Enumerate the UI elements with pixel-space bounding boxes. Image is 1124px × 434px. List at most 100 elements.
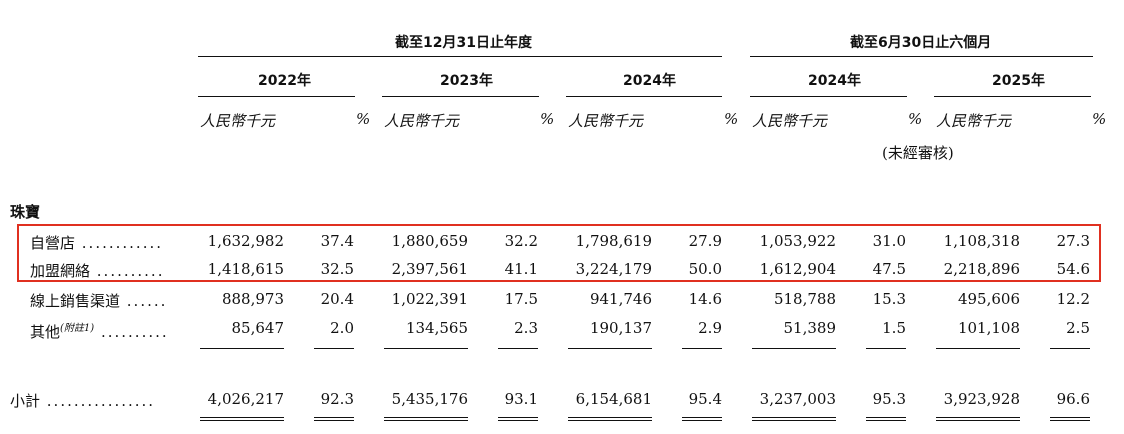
rule-above-subtotal-2 (384, 348, 468, 349)
table-row-3-cell-2: 134,565 (405, 319, 468, 337)
rule-below-subtotal-0-0 (200, 417, 284, 418)
table-row-3-label-text: 其他 (30, 323, 61, 341)
rule-below-subtotal-3-0 (498, 417, 538, 418)
rule-below-subtotal-1-0 (314, 417, 354, 418)
table-row-2-cell-6: 518,788 (773, 290, 836, 308)
year-rule-2025-h1 (934, 96, 1091, 97)
table-row-1-cell-9: 54.6 (1056, 260, 1090, 278)
rule-below-subtotal-2-1 (384, 420, 468, 421)
rule-above-subtotal-4 (568, 348, 652, 349)
table-row-2-label: 線上銷售渠道 ...... (30, 290, 167, 311)
rule-above-subtotal-6 (752, 348, 836, 349)
unit-pct-2024-h1: % (908, 110, 923, 128)
highlight-box (17, 224, 1101, 282)
table-row-2-cell-8: 495,606 (957, 290, 1020, 308)
table-row-0-leader-dots: ............ (75, 234, 164, 252)
rule-above-subtotal-3 (498, 348, 538, 349)
rule-below-subtotal-6-0 (752, 417, 836, 418)
table-row-1-label: 加盟網絡 .......... (30, 260, 164, 281)
table-row-2-cell-5: 14.6 (688, 290, 722, 308)
subtotal-row-cell-3: 93.1 (504, 390, 538, 408)
table-row-3-cell-0: 85,647 (231, 319, 285, 337)
rule-below-subtotal-5-1 (682, 420, 722, 421)
rule-below-subtotal-3-1 (498, 420, 538, 421)
table-row-3-note: (附註1) (60, 323, 95, 334)
rule-above-subtotal-8 (936, 348, 1020, 349)
unit-pct-2023: % (540, 110, 555, 128)
subtotal-row-cell-6: 3,237,003 (759, 390, 836, 408)
table-row-2-cell-0: 888,973 (221, 290, 284, 308)
rule-above-subtotal-9 (1050, 348, 1090, 349)
rule-above-subtotal-5 (682, 348, 722, 349)
rule-below-subtotal-7-1 (866, 420, 906, 421)
table-row-2-cell-7: 15.3 (872, 290, 906, 308)
table-row-3-cell-1: 2.0 (330, 319, 354, 337)
subtotal-row-cell-9: 96.6 (1056, 390, 1090, 408)
table-row-3-cell-4: 190,137 (589, 319, 652, 337)
subtotal-row-label: 小計 ................ (10, 390, 155, 411)
rule-below-subtotal-9-1 (1050, 420, 1090, 421)
year-rule-2024-h1 (750, 96, 907, 97)
table-row-1-cell-6: 1,612,904 (759, 260, 836, 278)
rule-below-subtotal-5-0 (682, 417, 722, 418)
table-row-0-cell-8: 1,108,318 (943, 232, 1020, 250)
subtotal-row-cell-8: 3,923,928 (943, 390, 1020, 408)
unit-pct-2025-h1: % (1092, 110, 1107, 128)
table-row-1-label-text: 加盟網絡 (30, 262, 91, 280)
year-rule-2022 (198, 96, 355, 97)
table-row-1-cell-7: 47.5 (872, 260, 906, 278)
rule-above-subtotal-7 (866, 348, 906, 349)
table-row-0-cell-1: 37.4 (320, 232, 354, 250)
subtotal-row-leader-dots: ................ (40, 392, 156, 410)
unit-rmb-2022: 人民幣千元 (200, 112, 276, 130)
table-row-1-leader-dots: .......... (90, 262, 165, 280)
unit-rmb-2024-h1: 人民幣千元 (752, 112, 828, 130)
table-row-2-cell-9: 12.2 (1056, 290, 1090, 308)
unit-rmb-2023: 人民幣千元 (384, 112, 460, 130)
unit-rmb-2025-h1: 人民幣千元 (936, 112, 1012, 130)
table-row-2-cell-4: 941,746 (589, 290, 652, 308)
subtotal-row-cell-1: 92.3 (320, 390, 354, 408)
table-row-2-cell-1: 20.4 (320, 290, 354, 308)
table-row-2-label-text: 線上銷售渠道 (30, 292, 121, 310)
table-row-2-cell-3: 17.5 (504, 290, 538, 308)
year-rule-2023 (382, 96, 539, 97)
section-title-jewelry: 珠寶 (10, 203, 41, 221)
table-row-0-cell-6: 1,053,922 (759, 232, 836, 250)
table-row-1-cell-0: 1,418,615 (207, 260, 284, 278)
rule-below-subtotal-9-0 (1050, 417, 1090, 418)
year-header-2025-h1: 2025年 (992, 73, 1045, 89)
table-row-1-cell-1: 32.5 (320, 260, 354, 278)
table-row-3-label: 其他(附註1) .......... (30, 319, 169, 342)
year-rule-2024 (566, 96, 722, 97)
rule-below-subtotal-7-0 (866, 417, 906, 418)
header-group-fiscal-year: 截至12月31日止年度 (395, 35, 532, 51)
table-row-1-cell-2: 2,397,561 (391, 260, 468, 278)
table-row-0-cell-5: 27.9 (688, 232, 722, 250)
table-row-1-cell-4: 3,224,179 (575, 260, 652, 278)
header-group-fiscal-year-rule (198, 56, 722, 57)
rule-below-subtotal-0-1 (200, 420, 284, 421)
subtotal-row-cell-7: 95.3 (872, 390, 906, 408)
table-row-3-cell-8: 101,108 (957, 319, 1020, 337)
year-header-2022: 2022年 (258, 73, 311, 89)
table-row-0-cell-0: 1,632,982 (207, 232, 284, 250)
table-row-0-cell-9: 27.3 (1056, 232, 1090, 250)
table-row-3-cell-9: 2.5 (1066, 319, 1090, 337)
table-row-0-cell-3: 32.2 (504, 232, 538, 250)
year-header-2023: 2023年 (440, 73, 493, 89)
year-header-2024-h1: 2024年 (808, 73, 861, 89)
rule-below-subtotal-8-1 (936, 420, 1020, 421)
rule-below-subtotal-2-0 (384, 417, 468, 418)
subtotal-row-label-text: 小計 (10, 392, 41, 410)
rule-above-subtotal-1 (314, 348, 354, 349)
subtotal-row-cell-0: 4,026,217 (207, 390, 284, 408)
table-row-3-cell-5: 2.9 (698, 319, 722, 337)
table-row-1-cell-8: 2,218,896 (943, 260, 1020, 278)
table-row-2-leader-dots: ...... (120, 292, 168, 310)
rule-below-subtotal-8-0 (936, 417, 1020, 418)
table-row-3-cell-7: 1.5 (882, 319, 906, 337)
table-row-3-cell-6: 51,389 (783, 319, 837, 337)
header-group-six-months: 截至6月30日止六個月 (850, 35, 992, 51)
rule-below-subtotal-1-1 (314, 420, 354, 421)
